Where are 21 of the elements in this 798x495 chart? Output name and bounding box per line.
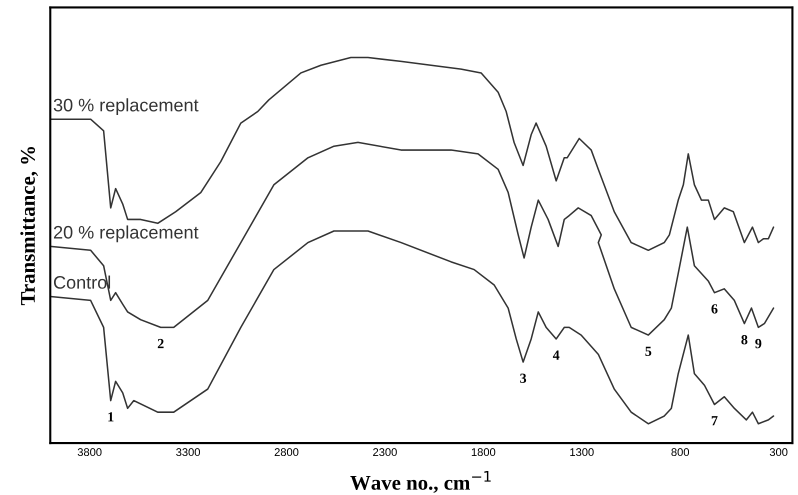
x-tick-label: 3300 — [176, 448, 200, 456]
annotation: 9 — [755, 338, 762, 348]
annotation: 6 — [711, 304, 718, 314]
annotation: 3 — [520, 374, 526, 383]
annotation: 5 — [645, 346, 652, 356]
x-tick-label: 300 — [770, 448, 788, 456]
x-axis-title: Wave no., cm$^{−1}$ — [350, 471, 491, 493]
x-tick-label: 1300 — [570, 448, 594, 456]
annotation: 4 — [552, 350, 560, 360]
x-tick-label: 800 — [671, 448, 690, 456]
y-axis-title: Transmittance, % — [20, 146, 38, 306]
x-tick-label: 1800 — [472, 448, 496, 456]
annotation: 2 — [158, 338, 164, 348]
series-label: 30 % replacement — [54, 98, 198, 116]
annotation: 8 — [741, 335, 748, 344]
x-tick-label: 3800 — [78, 448, 102, 456]
series-label: 20 % replacement — [54, 225, 198, 242]
annotation: 7 — [712, 416, 718, 426]
annotation: 1 — [108, 412, 114, 422]
x-tick-label: 2300 — [373, 448, 397, 456]
x-tick-label: 2800 — [274, 448, 298, 456]
